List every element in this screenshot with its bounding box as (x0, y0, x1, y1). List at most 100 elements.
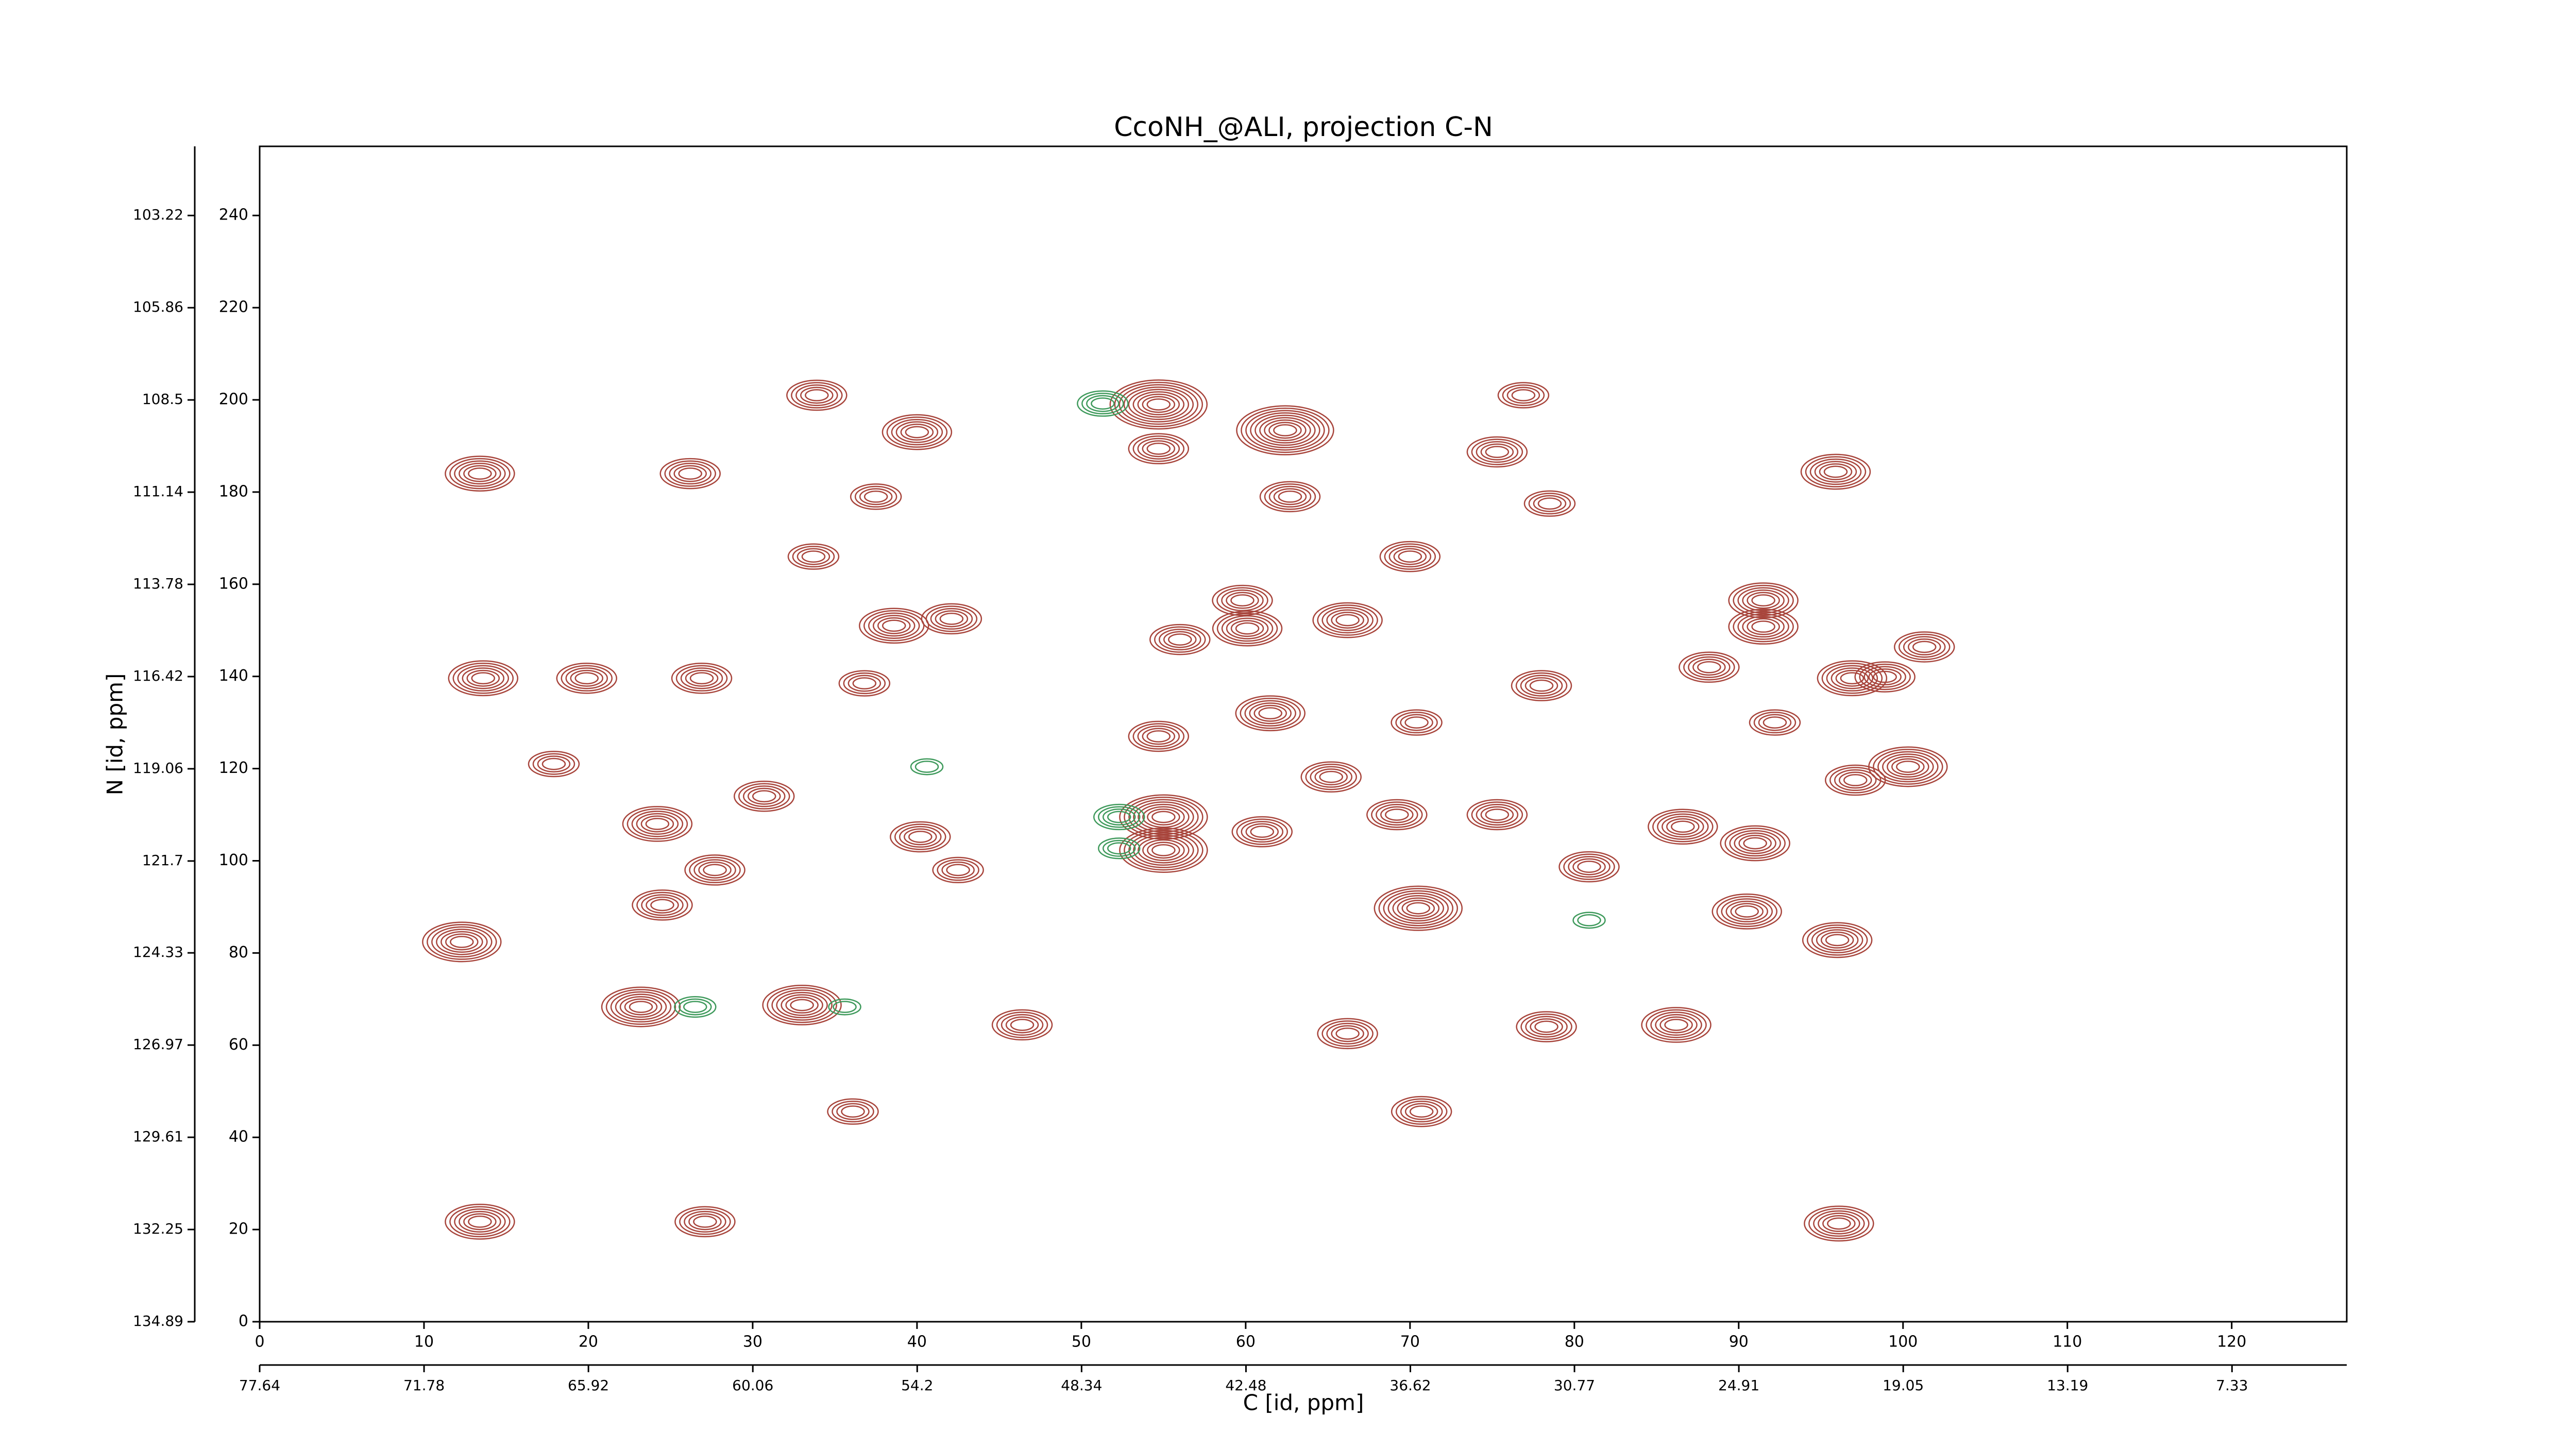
y2-tick-label: 134.89 (133, 1312, 183, 1329)
contour-level (743, 785, 786, 807)
contour-level (786, 379, 848, 411)
contour-level (1471, 439, 1523, 465)
contour-level (762, 985, 842, 1025)
contour-level (689, 856, 741, 884)
contour-level (422, 921, 502, 963)
contour-level (841, 1105, 865, 1118)
contour-level (693, 1216, 717, 1228)
contour-level (669, 463, 711, 485)
contour-level (1511, 389, 1536, 401)
y2-tick-label: 132.25 (133, 1220, 183, 1237)
contour-level (1268, 422, 1302, 439)
contour-level (1563, 853, 1615, 880)
contour-level (1314, 768, 1348, 786)
contour-level (1733, 611, 1794, 643)
contour-level (1662, 816, 1704, 838)
contour-level (1683, 654, 1735, 681)
contour-level (904, 828, 937, 846)
contour-level (561, 665, 613, 692)
x2-tick-label: 30.77 (1554, 1377, 1595, 1394)
contour-level (1081, 393, 1124, 415)
contour-level (1384, 543, 1436, 570)
contour-level (1128, 832, 1199, 868)
contour-level (1891, 758, 1925, 776)
contour-level (1729, 830, 1781, 857)
contour-level (1648, 808, 1718, 845)
contour-level (1240, 697, 1301, 729)
contour-level (436, 929, 488, 955)
contour-level (1326, 1022, 1369, 1044)
contour-level (1652, 811, 1714, 843)
contour-level (636, 813, 679, 835)
y2-tick-label: 126.97 (133, 1036, 183, 1053)
contour-level (791, 382, 843, 409)
y-axis-label: N [id, ppm] (103, 673, 128, 796)
contour-level (1835, 669, 1869, 687)
contour-level (1236, 405, 1334, 456)
contour-level (1893, 631, 1955, 663)
contour-level (1711, 894, 1782, 930)
contour-level (445, 933, 479, 951)
contour-level (1809, 458, 1862, 485)
contour-level (1241, 407, 1330, 453)
y2-tick-label: 103.22 (133, 206, 183, 223)
contour-level (1366, 799, 1428, 831)
contour-level (1119, 794, 1208, 840)
contour-level (1480, 806, 1514, 823)
contour-level (693, 859, 736, 881)
contour-level (1128, 720, 1190, 752)
contour-level (767, 987, 837, 1023)
contour-level (1829, 767, 1882, 794)
contour-level (1666, 818, 1700, 835)
contour-level (1827, 1217, 1851, 1230)
contour-level (946, 864, 970, 877)
contour-level (805, 389, 829, 401)
contour-level (674, 1206, 736, 1238)
contour-level (457, 665, 510, 692)
contour-level (1091, 397, 1115, 410)
contour-level (996, 1012, 1048, 1038)
contour-level (1093, 803, 1145, 831)
contour-level (615, 993, 667, 1020)
contour-level (1378, 888, 1459, 929)
contour-level (1804, 1205, 1874, 1242)
contour-level (858, 608, 929, 644)
contour-level (541, 757, 566, 770)
contour-level (1149, 624, 1211, 655)
contour-level (771, 989, 833, 1021)
contour-level (795, 384, 838, 407)
contour-level (684, 854, 745, 886)
y-tick-label: 100 (219, 851, 248, 869)
contour-level (1818, 1212, 1860, 1235)
x2-tick-label: 7.33 (2216, 1377, 2248, 1394)
contour-level (1393, 548, 1427, 565)
contour-level (1577, 914, 1601, 926)
contour-level (1737, 613, 1789, 640)
y-tick-label: 220 (219, 298, 248, 316)
contour-level (1831, 667, 1874, 689)
contour-level (679, 1208, 731, 1235)
contour-level (1235, 695, 1306, 732)
contour-level (1806, 924, 1868, 956)
contour-level (1212, 584, 1273, 616)
contour-level (622, 806, 693, 842)
contour-level (1124, 830, 1204, 871)
contour-level (838, 670, 891, 697)
contour-level (890, 821, 951, 853)
x-tick-label: 120 (2217, 1333, 2246, 1351)
plot-frame (259, 145, 2348, 1323)
contour-level (645, 818, 670, 830)
contour-level (1250, 825, 1275, 838)
contour-level (1725, 900, 1768, 922)
contour-level (1716, 896, 1777, 928)
contour-level (1646, 1009, 1707, 1041)
contour-level (1476, 441, 1519, 463)
contour-level (1657, 813, 1709, 840)
contour-level (1128, 433, 1190, 465)
contour-level (872, 615, 916, 637)
contour-level (468, 467, 492, 480)
contour-level (1388, 546, 1432, 568)
contour-level (680, 667, 723, 689)
y2-tick-label: 129.61 (133, 1128, 183, 1145)
